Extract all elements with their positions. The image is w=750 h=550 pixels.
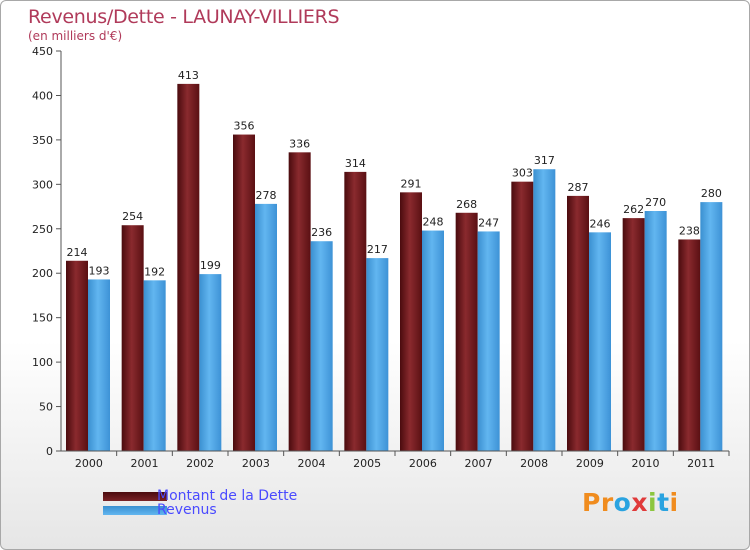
x-tick-label: 2005 [353, 457, 381, 470]
x-tick-label: 2006 [409, 457, 437, 470]
x-tick-label: 2002 [186, 457, 214, 470]
data-label-revenus: 193 [89, 264, 110, 277]
data-label-dette: 356 [234, 120, 255, 133]
chart-subtitle: (en milliers d'€) [28, 29, 123, 43]
legend-label-revenus: Revenus [157, 502, 217, 518]
bar-dette [288, 152, 311, 452]
x-tick-label: 2009 [576, 457, 604, 470]
data-label-dette: 238 [679, 224, 700, 237]
data-label-revenus: 247 [478, 216, 499, 229]
data-label-dette: 262 [623, 203, 644, 216]
bar-revenus [533, 169, 556, 451]
x-tick-label: 2011 [687, 457, 715, 470]
data-label-revenus: 317 [534, 154, 555, 167]
bar-dette [678, 239, 701, 451]
bar-revenus [589, 232, 611, 451]
bar-revenus [143, 280, 166, 451]
legend-swatch-dette [103, 492, 167, 501]
bar-dette [455, 212, 478, 451]
data-label-revenus: 246 [590, 217, 611, 230]
bars-layer [66, 83, 723, 452]
bar-revenus [644, 211, 667, 451]
legend-label-dette: Montant de la Dette [157, 488, 298, 504]
logo-letter: i [669, 488, 679, 517]
data-label-revenus: 248 [423, 216, 444, 229]
bar-dette [344, 171, 367, 451]
chart-title: Revenus/Dette - LAUNAY-VILLIERS [28, 6, 340, 28]
x-tick-label: 2008 [520, 457, 548, 470]
legend-swatch-revenus [103, 506, 167, 515]
bar-revenus [366, 258, 389, 451]
data-label-dette: 291 [401, 177, 422, 190]
bar-revenus [255, 203, 277, 451]
y-tick-label: 150 [32, 312, 53, 325]
data-label-revenus: 270 [645, 196, 666, 209]
x-tick-label: 2003 [242, 457, 270, 470]
logo-letter: i [648, 488, 658, 517]
y-tick-label: 200 [32, 267, 53, 280]
data-label-dette: 303 [512, 167, 533, 180]
axes-layer: 0 50 100 150 200 250 300 350 400 450 2000 2001 2002 2… [32, 45, 730, 470]
data-label-dette: 413 [178, 69, 199, 82]
bar-dette [567, 195, 589, 451]
bar-dette [511, 181, 534, 451]
y-tick-label: 0 [46, 445, 53, 458]
y-tick-label: 300 [32, 178, 53, 191]
bar-revenus [700, 202, 723, 451]
bar-revenus [310, 241, 333, 451]
data-label-dette: 336 [289, 137, 310, 150]
y-tick-label: 400 [32, 89, 53, 102]
bar-revenus [199, 274, 222, 451]
bar-dette [400, 192, 422, 452]
proxiti-logo: Proxiti [582, 488, 679, 517]
data-label-dette: 287 [568, 181, 589, 194]
logo-letter: o [613, 488, 632, 517]
y-tick-label: 450 [32, 45, 53, 58]
logo-letter: t [657, 488, 670, 517]
logo-letter: x [631, 488, 648, 517]
bar-dette [233, 134, 255, 452]
bar-dette [622, 218, 645, 451]
bar-revenus [477, 231, 500, 451]
x-tick-label: 2007 [465, 457, 493, 470]
data-label-dette: 254 [122, 210, 143, 223]
data-label-revenus: 199 [200, 259, 221, 272]
y-tick-label: 350 [32, 134, 53, 147]
x-tick-label: 2000 [75, 457, 103, 470]
bar-revenus [422, 230, 444, 451]
data-label-revenus: 192 [144, 265, 165, 278]
bar-dette [177, 83, 200, 451]
y-tick-label: 100 [32, 356, 53, 369]
logo-letter: r [600, 488, 614, 517]
data-label-revenus: 280 [701, 187, 722, 200]
bar-dette [121, 225, 144, 451]
x-tick-label: 2001 [131, 457, 159, 470]
y-tick-label: 50 [39, 401, 53, 414]
logo-letter: P [582, 488, 601, 517]
x-tick-label: 2004 [298, 457, 326, 470]
data-label-dette: 314 [345, 157, 366, 170]
data-label-dette: 214 [67, 246, 88, 259]
x-tick-label: 2010 [632, 457, 660, 470]
bar-revenus [88, 279, 110, 451]
data-label-dette: 268 [456, 198, 477, 211]
y-tick-label: 250 [32, 223, 53, 236]
data-label-revenus: 217 [367, 243, 388, 256]
bar-dette [66, 260, 88, 451]
data-label-revenus: 236 [311, 226, 332, 239]
data-label-revenus: 278 [256, 189, 277, 202]
